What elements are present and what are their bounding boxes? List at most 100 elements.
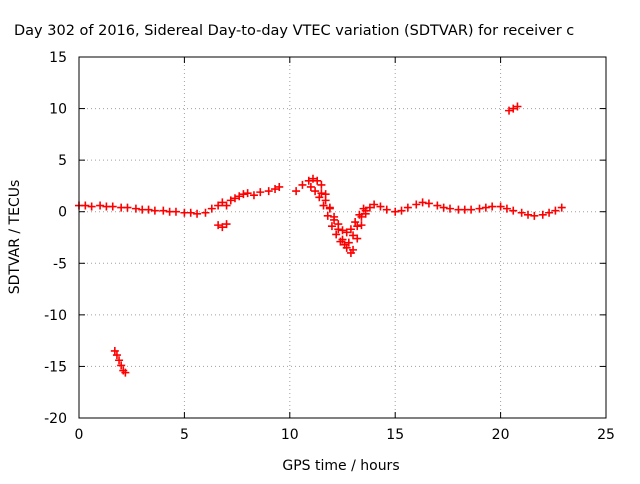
data-point (342, 228, 351, 237)
data-point (524, 210, 533, 219)
data-point (397, 206, 406, 215)
y-tick-label: 10 (49, 102, 67, 118)
data-point (538, 210, 547, 219)
data-point (359, 204, 368, 213)
y-tick-label: 0 (58, 205, 67, 221)
x-tick-label: 5 (180, 427, 189, 443)
data-point (131, 204, 140, 213)
data-point (249, 191, 258, 200)
data-point (239, 190, 248, 199)
data-point (292, 187, 301, 196)
data-point (446, 204, 455, 213)
plot-frame (78, 56, 607, 419)
data-point (123, 203, 132, 212)
data-point (509, 104, 518, 113)
data-point (351, 218, 360, 227)
x-axis-label: GPS time / hours (282, 458, 399, 474)
data-point (488, 202, 497, 211)
data-point (218, 198, 227, 207)
data-point (344, 238, 353, 247)
data-point (207, 204, 216, 213)
data-point (330, 212, 339, 221)
data-point (355, 210, 364, 219)
y-tick-label: 15 (49, 50, 67, 66)
data-point (226, 196, 235, 205)
data-point (424, 199, 433, 208)
data-point (418, 198, 427, 207)
data-point (336, 237, 345, 246)
data-point (382, 205, 391, 214)
data-point (311, 187, 320, 196)
data-point (319, 201, 328, 210)
data-point (391, 207, 400, 216)
data-point (256, 188, 265, 197)
data-point (298, 180, 307, 189)
data-point (481, 203, 490, 212)
data-point (313, 176, 322, 185)
data-point (349, 231, 358, 240)
data-point (186, 208, 195, 217)
data-point (214, 201, 223, 210)
data-point (315, 193, 324, 202)
data-point (108, 202, 117, 211)
data-point (332, 230, 341, 239)
data-point (467, 205, 476, 214)
x-tick-label: 20 (492, 427, 510, 443)
data-point (317, 180, 326, 189)
data-point (496, 202, 505, 211)
data-point (275, 182, 284, 191)
data-point (308, 174, 317, 183)
data-point (144, 205, 153, 214)
y-tick-label: -10 (44, 308, 67, 324)
x-tick-label: 15 (386, 427, 404, 443)
chart-title: Day 302 of 2016, Sidereal Day-to-day VTE… (14, 23, 574, 39)
data-point (193, 209, 202, 218)
data-point (321, 196, 330, 205)
data-point (264, 187, 273, 196)
data-point (505, 106, 514, 115)
data-point (87, 202, 96, 211)
data-point (365, 203, 374, 212)
y-axis-label: SDTVAR / TECUs (7, 180, 23, 295)
data-point (96, 201, 105, 210)
y-tick-label: 5 (58, 153, 67, 169)
data-point (353, 234, 362, 243)
data-point (171, 207, 180, 216)
data-point (235, 192, 244, 201)
data-point (530, 211, 539, 220)
data-point (112, 351, 121, 360)
data-point (243, 189, 252, 198)
data-point (271, 185, 280, 194)
data-point (475, 204, 484, 213)
data-point (117, 361, 126, 370)
data-point (509, 206, 518, 215)
data-point (222, 220, 231, 229)
data-point (557, 203, 566, 212)
data-point (502, 204, 511, 213)
data-point (81, 201, 90, 210)
data-point (439, 203, 448, 212)
data-point (121, 368, 130, 377)
grid (79, 57, 606, 418)
data-point (376, 202, 385, 211)
data-point (403, 203, 412, 212)
y-tick-label: -5 (53, 256, 67, 272)
data-point (349, 245, 358, 254)
axis-ticks: 0 5 10 15 20 25 -20 -15 -10 -5 0 5 10 15 (44, 50, 615, 443)
data-point (327, 222, 336, 231)
data-point (353, 222, 362, 231)
data-point (306, 182, 315, 191)
data-point (412, 200, 421, 209)
data-point (230, 194, 239, 203)
data-point (545, 208, 554, 217)
data-point (222, 201, 231, 210)
data-point (433, 201, 442, 210)
x-tick-label: 10 (281, 427, 299, 443)
data-point (370, 200, 379, 209)
data-point (159, 206, 168, 215)
data-point (201, 208, 210, 217)
data-point (323, 211, 332, 220)
